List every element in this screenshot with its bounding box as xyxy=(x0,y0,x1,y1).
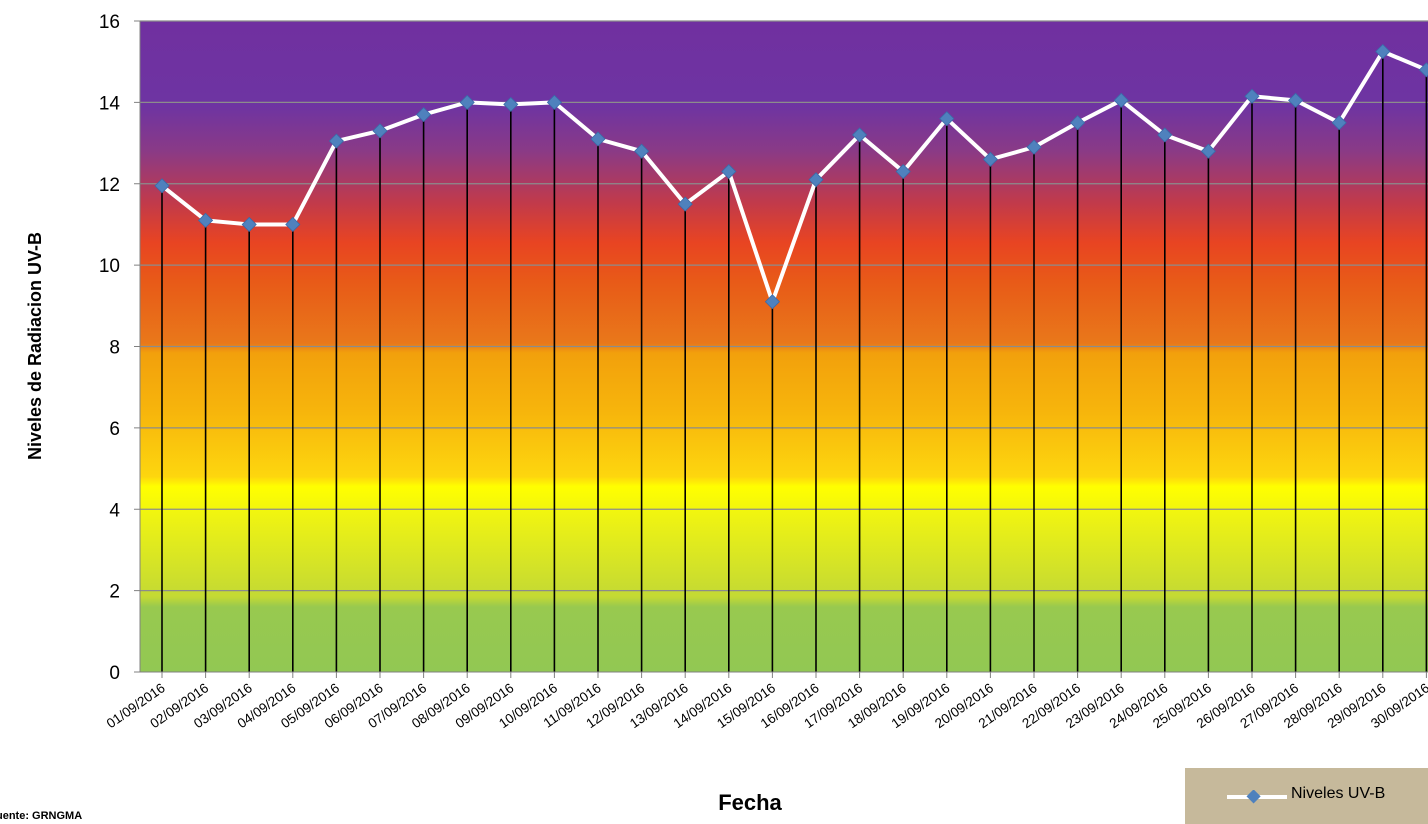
y-tick-label: 10 xyxy=(99,256,120,277)
data-point-marker xyxy=(503,96,519,112)
data-point-marker xyxy=(1200,143,1216,159)
y-tick-label: 8 xyxy=(109,338,120,359)
data-point-marker xyxy=(764,294,780,310)
data-point-marker xyxy=(721,163,737,180)
data-point-marker xyxy=(459,94,475,110)
gridlines xyxy=(140,20,1428,592)
data-point-marker xyxy=(1113,92,1129,108)
y-tick-label: 12 xyxy=(99,175,120,196)
data-point-marker xyxy=(895,163,911,180)
data-point-marker xyxy=(852,127,868,143)
y-axis-title: Niveles de Radiacion UV-B xyxy=(25,232,45,460)
data-point-marker xyxy=(808,172,824,188)
y-tick-label: 16 xyxy=(99,12,120,33)
y-tick-label: 2 xyxy=(109,582,120,603)
data-point-marker xyxy=(982,151,998,167)
data-point-marker xyxy=(590,131,606,147)
legend-label: Niveles UV-B xyxy=(1291,785,1386,802)
data-point-marker xyxy=(198,212,214,228)
series-line xyxy=(160,49,1428,304)
data-point-marker xyxy=(285,216,301,233)
x-axis-title: Fecha xyxy=(718,790,782,815)
data-point-marker xyxy=(1288,92,1304,108)
data-point-marker xyxy=(1375,43,1391,60)
y-tick-labels: 0 2 4 6 8 10 12 14 16 xyxy=(99,12,140,684)
data-point-marker xyxy=(328,133,344,149)
data-point-marker xyxy=(1418,62,1428,78)
legend: Niveles UV-B xyxy=(1185,768,1428,824)
data-point-marker xyxy=(1026,139,1042,155)
data-point-marker xyxy=(1331,115,1347,131)
drop-lines xyxy=(161,51,1428,672)
y-tick-label: 6 xyxy=(109,419,120,440)
series-niveles-uvb xyxy=(154,43,1428,310)
y-tick-label: 4 xyxy=(109,500,120,521)
data-point-marker xyxy=(634,143,650,159)
x-tick-labels: 01/09/201602/09/201603/09/201604/09/2016… xyxy=(104,672,1428,731)
data-point-marker xyxy=(546,94,562,110)
data-point-marker xyxy=(372,123,388,139)
data-point-marker xyxy=(939,111,955,127)
data-point-marker xyxy=(1157,127,1173,143)
legend-line-marker-icon xyxy=(1227,790,1287,804)
data-point-marker xyxy=(1244,88,1260,104)
y-tick-label: 14 xyxy=(99,93,121,114)
data-point-marker xyxy=(677,196,693,212)
source-note: uente: GRNGMA xyxy=(0,810,83,822)
data-point-marker xyxy=(241,216,257,233)
data-point-marker xyxy=(416,107,432,123)
data-point-marker xyxy=(154,178,170,194)
data-point-marker xyxy=(1070,115,1086,131)
y-tick-label: 0 xyxy=(109,663,120,684)
